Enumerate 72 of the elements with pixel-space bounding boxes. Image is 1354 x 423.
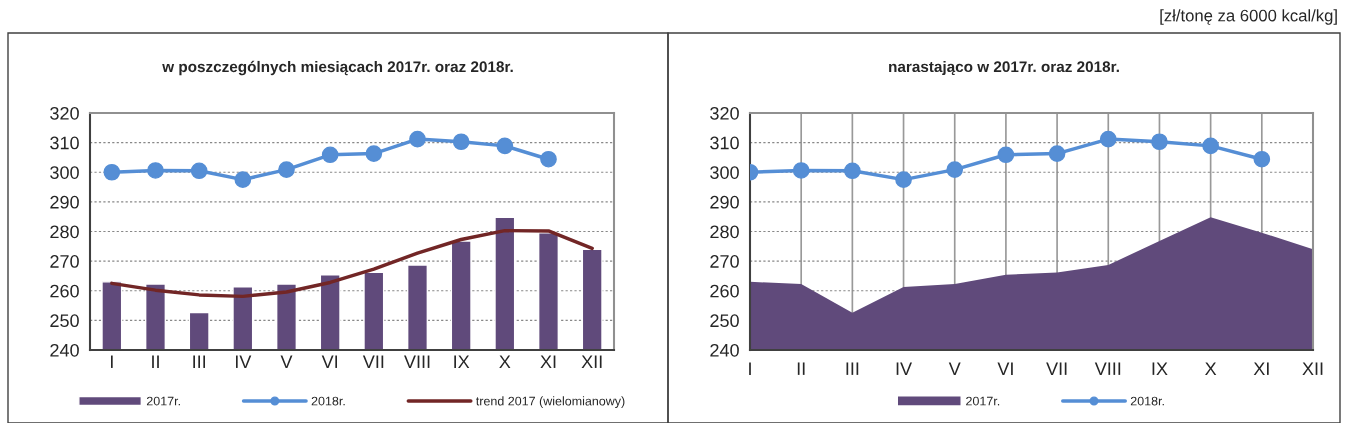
point <box>1048 145 1066 162</box>
x-tick-label: VII <box>362 355 384 368</box>
y-tick-label: 240 <box>50 343 79 357</box>
y-tick-label: 300 <box>710 166 739 179</box>
x-tick-label: II <box>152 355 159 368</box>
y-tick-label: 250 <box>50 314 79 328</box>
text: [zł/tonę za 6000 kcal/kg] <box>1160 9 1337 25</box>
y-tick-label: 240 <box>710 343 739 357</box>
y-tick-label: 270 <box>50 255 79 268</box>
y-tick-label: 280 <box>710 225 739 239</box>
point <box>409 130 426 148</box>
x-tick-label: X <box>1205 362 1217 375</box>
x-tick-label: X <box>499 355 511 368</box>
y-tick-label: 310 <box>710 136 739 150</box>
x-tick-label: VI <box>997 362 1013 375</box>
x-tick-label: IV <box>896 362 912 375</box>
y-tick-label: 300 <box>50 166 79 179</box>
x-tick-label: II <box>797 362 805 375</box>
x-tick-label: VIII <box>404 355 430 368</box>
x-tick-label: III <box>846 362 859 375</box>
point <box>496 137 514 155</box>
point <box>190 162 208 180</box>
x-tick-label: III <box>193 355 206 368</box>
point <box>1202 137 1219 155</box>
point <box>792 162 810 179</box>
line-series <box>110 228 594 299</box>
y-tick-label: 270 <box>710 255 739 268</box>
point <box>1151 133 1168 151</box>
y-tick-label: 310 <box>50 136 79 150</box>
legend-label: 2017r. <box>966 396 1000 406</box>
legend-label: 2018r. <box>311 396 345 406</box>
y-tick-label: 320 <box>710 106 739 120</box>
point <box>997 146 1015 164</box>
point <box>103 163 121 181</box>
point <box>278 161 295 178</box>
x-tick-label: XI <box>1253 362 1269 375</box>
point <box>147 162 164 179</box>
x-tick-label: V <box>280 355 293 368</box>
x-tick-label: XI <box>540 355 556 368</box>
chart-title: narastająco w 2017r. oraz 2018r. <box>889 60 1119 76</box>
x-tick-label: I <box>110 355 113 368</box>
y-tick-label: 260 <box>710 284 739 298</box>
y-tick-label: 250 <box>710 314 739 328</box>
chart-title: w poszczególnych miesiącach 2017r. oraz 2018r. <box>162 60 513 76</box>
x-tick-label: VI <box>321 355 338 368</box>
point <box>844 162 861 180</box>
legend-label: trend 2017 (wielomianowy) <box>476 396 625 408</box>
x-tick-label: XII <box>1302 362 1323 375</box>
x-tick-label: I <box>749 362 751 375</box>
point <box>1253 150 1271 168</box>
x-tick-label: VII <box>1046 362 1067 375</box>
y-tick-label: 260 <box>50 284 79 298</box>
y-tick-label: 280 <box>50 225 79 239</box>
point <box>365 145 383 162</box>
x-tick-label: XII <box>581 355 602 368</box>
x-tick-label: VIII <box>1094 362 1121 375</box>
x-tick-label: IV <box>235 355 252 368</box>
x-tick-label: V <box>948 362 961 375</box>
point <box>1099 130 1117 148</box>
point <box>895 171 912 188</box>
point <box>946 161 964 178</box>
legend-label: 2018r. <box>1130 396 1164 406</box>
legend-label: 2017r. <box>146 396 180 406</box>
x-tick-label: IX <box>1152 362 1168 375</box>
x-tick-label: IX <box>454 355 470 368</box>
point <box>452 133 470 151</box>
y-tick-label: 290 <box>710 195 739 209</box>
y-tick-label: 320 <box>50 106 79 120</box>
point <box>540 150 557 168</box>
point <box>234 171 252 188</box>
point <box>321 146 339 164</box>
y-tick-label: 290 <box>50 195 79 209</box>
